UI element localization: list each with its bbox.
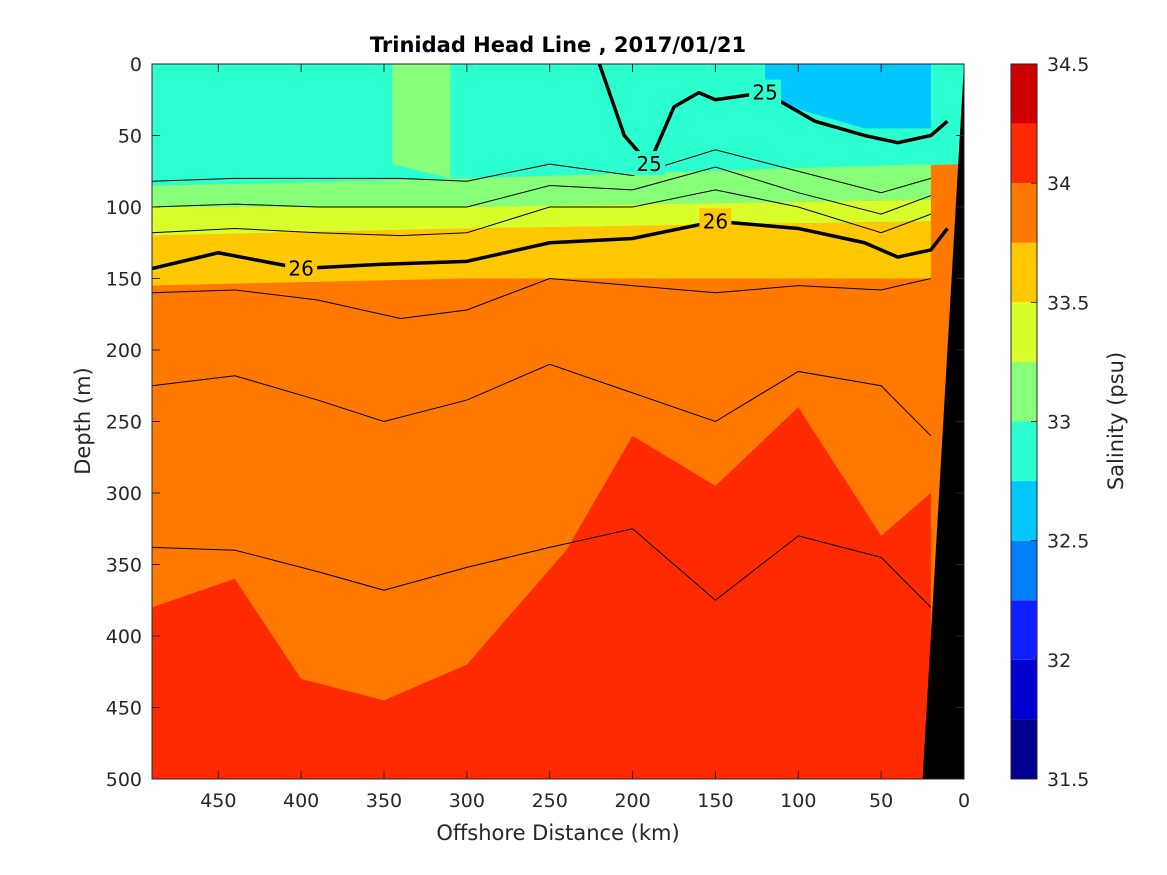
salinity-band-6	[765, 64, 931, 129]
colorbar-tick-label: 33	[1047, 412, 1071, 434]
x-tick-label: 450	[200, 790, 236, 812]
contour-label-26: 26	[703, 209, 728, 233]
colorbar-swatch	[1011, 302, 1037, 362]
y-tick-label: 0	[130, 54, 142, 76]
salinity-band-1	[152, 164, 931, 207]
x-tick-label: 150	[697, 790, 733, 812]
y-tick-label: 200	[106, 340, 142, 362]
colorbar-swatch	[1011, 719, 1037, 779]
contour-label-bg	[699, 208, 732, 233]
colorbar-swatch	[1011, 540, 1037, 601]
x-tick-label: 100	[780, 790, 816, 812]
thin-contour-5	[152, 528, 932, 608]
colorbar-swatch	[1011, 659, 1037, 720]
colorbar-tick-label: 33.5	[1047, 292, 1089, 314]
contour-label-25: 25	[636, 152, 661, 176]
y-tick-label: 50	[118, 126, 142, 148]
contour-label-bg	[285, 255, 318, 280]
y-tick-label: 100	[106, 197, 142, 219]
contour-label-25: 25	[752, 81, 777, 105]
y-tick-label: 150	[106, 269, 142, 291]
bathymetry-seafloor	[922, 64, 964, 779]
thin-contour-2	[152, 189, 932, 237]
x-tick-label: 350	[366, 790, 402, 812]
y-tick-label: 350	[106, 555, 142, 577]
salinity-band-5	[152, 407, 931, 779]
colorbar-swatch	[1011, 481, 1037, 541]
contour-label-bg	[633, 151, 666, 176]
y-tick-label: 500	[106, 769, 142, 791]
x-tick-label: 200	[614, 790, 650, 812]
colorbar-tick-label: 32	[1047, 650, 1071, 672]
x-tick-label: 0	[958, 790, 970, 812]
thin-contour-4	[152, 363, 932, 437]
x-tick-label: 250	[532, 790, 568, 812]
y-axis-label: Depth (m)	[71, 367, 95, 474]
colorbar-swatch	[1011, 421, 1037, 482]
salinity-band-2	[152, 199, 931, 236]
colorbar-swatch	[1011, 123, 1037, 184]
x-tick-label: 400	[283, 790, 319, 812]
colorbar-label: Salinity (psu)	[1104, 352, 1128, 490]
chart-title: Trinidad Head Line , 2017/01/21	[370, 33, 746, 57]
y-tick-label: 400	[106, 626, 142, 648]
contour-label-26: 26	[288, 256, 313, 280]
colorbar-swatch	[1011, 600, 1037, 660]
colorbar-swatch	[1011, 183, 1037, 243]
y-tick-label: 300	[106, 483, 142, 505]
colorbar-tick-label: 32.5	[1047, 531, 1089, 553]
salinity-band-3	[152, 221, 931, 286]
contour-label-bg	[749, 79, 782, 104]
y-tick-label: 250	[106, 412, 142, 434]
thin-contour-3	[152, 277, 931, 320]
salinity-band-7	[392, 64, 451, 179]
colorbar-tick-label: 31.5	[1047, 769, 1089, 791]
thin-contour-1	[152, 166, 932, 215]
x-axis-label: Offshore Distance (km)	[436, 821, 679, 845]
colorbar-swatch	[1011, 242, 1037, 303]
x-tick-label: 50	[869, 790, 893, 812]
colorbar-swatch	[1011, 361, 1037, 422]
x-tick-label: 300	[449, 790, 485, 812]
thin-contour-0	[152, 149, 931, 194]
colorbar-swatch	[1011, 64, 1037, 124]
colorbar-tick-label: 34	[1047, 173, 1071, 195]
colorbar-tick-label: 34.5	[1047, 54, 1089, 76]
y-tick-label: 450	[106, 698, 142, 720]
